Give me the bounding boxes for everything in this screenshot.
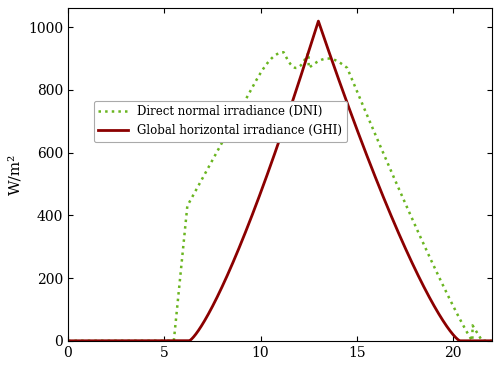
Direct normal irradiance (DNI) bbox=[118, 339, 124, 343]
Global horizontal irradiance (GHI) bbox=[65, 339, 71, 343]
Global horizontal irradiance (GHI) bbox=[262, 178, 268, 183]
Line: Global horizontal irradiance (GHI): Global horizontal irradiance (GHI) bbox=[68, 21, 500, 341]
Y-axis label: W/m²: W/m² bbox=[8, 154, 22, 195]
Global horizontal irradiance (GHI) bbox=[242, 231, 248, 235]
Direct normal irradiance (DNI) bbox=[65, 339, 71, 343]
Global horizontal irradiance (GHI) bbox=[468, 339, 474, 343]
Line: Direct normal irradiance (DNI): Direct normal irradiance (DNI) bbox=[68, 52, 500, 341]
Global horizontal irradiance (GHI) bbox=[145, 339, 151, 343]
Direct normal irradiance (DNI) bbox=[468, 337, 474, 342]
Direct normal irradiance (DNI) bbox=[262, 64, 268, 68]
Global horizontal irradiance (GHI) bbox=[118, 339, 124, 343]
Legend: Direct normal irradiance (DNI), Global horizontal irradiance (GHI): Direct normal irradiance (DNI), Global h… bbox=[94, 101, 347, 142]
Direct normal irradiance (DNI) bbox=[145, 339, 151, 343]
Direct normal irradiance (DNI) bbox=[242, 98, 248, 103]
Direct normal irradiance (DNI) bbox=[280, 50, 286, 54]
Global horizontal irradiance (GHI) bbox=[315, 19, 321, 23]
